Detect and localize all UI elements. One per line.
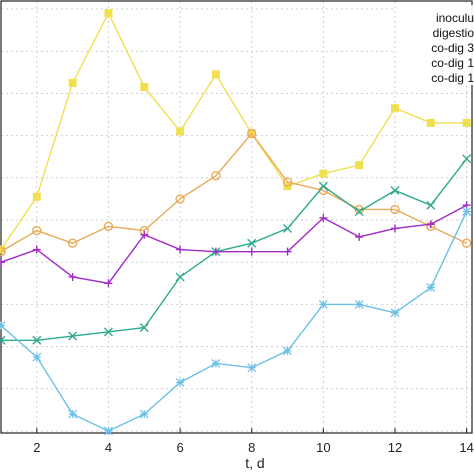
series-line-2: [1, 158, 468, 341]
grid-lines: [1, 1, 472, 433]
data-point-4-8: [283, 346, 292, 356]
legend-box: [396, 5, 474, 85]
data-point-3-8: [283, 247, 292, 256]
data-point-1-2: [67, 238, 78, 248]
series-line-3: [0, 204, 467, 285]
x-tick-label-2: 6: [176, 440, 183, 455]
x-axis-ticks: 2 4 6 8 10 12 14: [33, 428, 474, 455]
data-point-0-3: [104, 9, 113, 18]
data-point-4-2: [68, 409, 78, 419]
series-line-0: [0, 11, 467, 250]
data-point-3-11: [390, 224, 399, 233]
x-tick-label-4: 10: [316, 440, 330, 455]
data-point-2-11: [390, 185, 400, 195]
x-tick-label-6: 14: [459, 440, 473, 455]
data-point-4-9: [318, 299, 328, 309]
data-point-3-1: [32, 245, 41, 254]
series-layer: [0, 9, 472, 436]
data-point-2-5: [175, 272, 185, 282]
data-point-2-10: [354, 207, 364, 217]
data-point-4-5: [175, 378, 185, 387]
data-point-4-10: [354, 299, 364, 309]
series-line-4: [0, 211, 468, 432]
data-point-0-1: [32, 192, 41, 201]
data-point-0-9: [319, 169, 328, 178]
data-point-3-5: [176, 245, 185, 254]
legend-label-2: co-dig 3: [431, 41, 474, 55]
data-point-4-1: [32, 352, 42, 362]
data-point-2-12: [426, 200, 436, 210]
data-point-4-13: [462, 207, 472, 216]
data-point-1-6: [211, 170, 221, 181]
x-tick-label-0: 2: [33, 440, 40, 455]
data-point-4-3: [104, 426, 113, 436]
data-point-1-7: [247, 128, 257, 139]
data-point-0-12: [426, 118, 435, 127]
data-point-4-12: [426, 283, 436, 292]
x-tick-label-1: 4: [105, 440, 112, 455]
data-point-0-2: [68, 78, 77, 87]
data-point-3-4: [140, 230, 149, 239]
data-point-4-0: [0, 321, 6, 330]
data-point-0-4: [140, 83, 149, 92]
data-point-3-12: [426, 220, 435, 229]
data-point-4-4: [139, 409, 149, 419]
data-point-2-13: [462, 154, 472, 164]
data-point-3-2: [68, 272, 77, 281]
data-point-3-6: [211, 247, 220, 256]
series-2: [0, 154, 472, 345]
data-point-1-11: [390, 204, 400, 215]
data-point-2-0: [0, 335, 6, 345]
data-point-3-0: [0, 258, 5, 267]
data-point-3-3: [104, 279, 113, 288]
data-point-3-7: [247, 247, 256, 256]
plot-frame: [0, 0, 473, 434]
data-point-2-8: [283, 223, 293, 233]
data-point-2-1: [32, 335, 42, 345]
data-point-1-13: [461, 238, 472, 248]
legend-label-0: inoculu: [436, 11, 474, 25]
data-point-1-5: [175, 194, 185, 204]
x-tick-label-3: 8: [248, 440, 255, 455]
legend-label-4: co-dig 1: [431, 71, 474, 85]
series-line-1: [0, 132, 467, 253]
data-point-1-8: [282, 177, 293, 187]
data-point-2-4: [139, 323, 149, 333]
data-point-2-9: [318, 181, 328, 191]
data-point-0-5: [176, 127, 185, 136]
data-point-4-7: [247, 363, 257, 373]
data-point-3-10: [355, 232, 364, 241]
data-point-0-10: [355, 161, 364, 170]
data-point-0-11: [390, 104, 399, 113]
legend-label-3: co-dig 1: [431, 56, 474, 70]
data-point-0-0: [0, 245, 5, 254]
series-3: [0, 201, 471, 288]
data-point-0-13: [462, 118, 471, 127]
data-point-1-1: [32, 225, 42, 236]
data-point-2-2: [68, 331, 78, 341]
data-point-0-6: [211, 70, 220, 79]
x-tick-label-5: 12: [388, 440, 402, 455]
data-point-2-7: [247, 238, 257, 248]
series-4: [0, 207, 472, 436]
x-axis-label: t, d: [245, 455, 264, 471]
data-point-4-6: [211, 359, 221, 368]
data-point-2-3: [103, 327, 113, 337]
legend-label-1: digestio: [433, 26, 474, 40]
data-point-1-0: [0, 246, 6, 257]
data-point-3-9: [319, 213, 328, 222]
data-point-4-11: [390, 308, 400, 318]
data-point-1-3: [103, 221, 114, 232]
